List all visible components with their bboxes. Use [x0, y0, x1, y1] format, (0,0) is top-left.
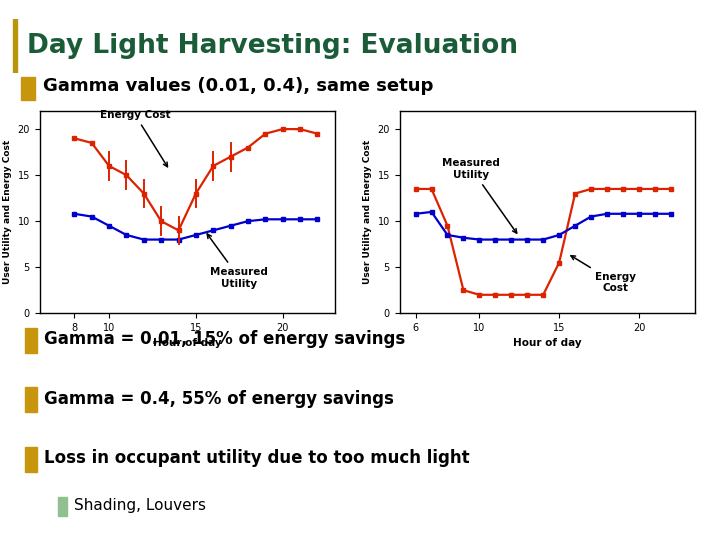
Text: Gamma = 0.01, 15% of energy savings: Gamma = 0.01, 15% of energy savings — [44, 330, 405, 348]
Text: Gamma values (0.01, 0.4), same setup: Gamma values (0.01, 0.4), same setup — [43, 77, 434, 95]
Text: Measured
Utility: Measured Utility — [443, 158, 517, 233]
Text: Measured
Utility: Measured Utility — [207, 234, 269, 289]
Bar — [24, 328, 37, 353]
Text: Energy
Cost: Energy Cost — [571, 256, 636, 293]
Text: Gamma = 0.4, 55% of energy savings: Gamma = 0.4, 55% of energy savings — [44, 390, 394, 408]
Text: Loss in occupant utility due to too much light: Loss in occupant utility due to too much… — [44, 449, 469, 467]
Text: Shading, Louvers: Shading, Louvers — [74, 498, 206, 513]
Bar — [22, 77, 35, 100]
Bar — [58, 497, 67, 516]
Bar — [13, 19, 17, 73]
Bar — [24, 447, 37, 472]
X-axis label: Hour of day: Hour of day — [513, 339, 582, 348]
X-axis label: Hour of day: Hour of day — [153, 339, 222, 348]
Y-axis label: User Utility and Energy Cost: User Utility and Energy Cost — [363, 140, 372, 284]
Text: Energy Cost: Energy Cost — [100, 110, 171, 167]
Bar — [24, 387, 37, 413]
Y-axis label: User Utility and Energy Cost: User Utility and Energy Cost — [3, 140, 12, 284]
Text: Day Light Harvesting: Evaluation: Day Light Harvesting: Evaluation — [27, 33, 518, 59]
